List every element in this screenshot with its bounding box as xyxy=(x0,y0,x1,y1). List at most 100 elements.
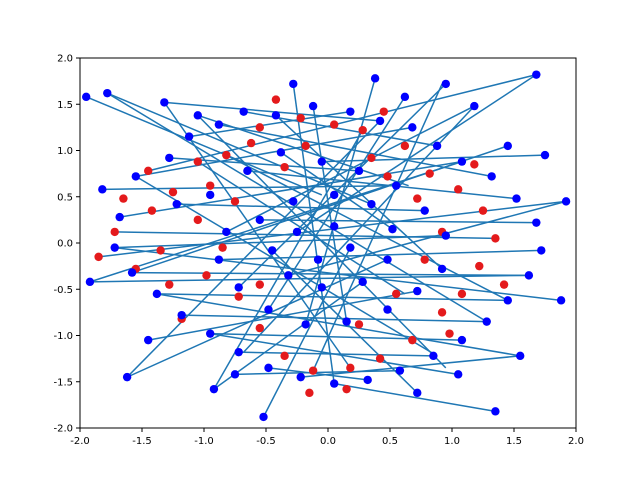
blue-point xyxy=(289,197,298,206)
line-segment xyxy=(210,332,459,376)
blue-point xyxy=(131,172,140,181)
blue-point xyxy=(234,347,243,357)
line-segments xyxy=(85,73,567,418)
red-point xyxy=(94,252,103,262)
line-segment xyxy=(89,274,529,283)
blue-point xyxy=(259,412,268,422)
line-segment xyxy=(213,129,364,390)
blue-point xyxy=(308,101,318,111)
red-point xyxy=(342,384,351,394)
red-point xyxy=(420,255,429,264)
line-segment xyxy=(288,200,567,277)
blue-point xyxy=(457,335,467,345)
blue-point xyxy=(561,197,571,206)
red-point xyxy=(346,363,355,373)
blue-point xyxy=(532,70,541,79)
red-point xyxy=(475,261,484,271)
blue-point xyxy=(429,351,438,361)
red-point xyxy=(230,197,240,206)
x-tick-label: -1.0 xyxy=(194,436,214,447)
red-point xyxy=(375,354,385,363)
blue-point xyxy=(346,243,355,252)
line-segment xyxy=(156,293,521,357)
blue-point xyxy=(292,227,302,237)
line-segment xyxy=(148,73,537,172)
red-point xyxy=(408,335,417,345)
blue-point xyxy=(264,305,273,314)
line-segment xyxy=(132,271,529,277)
y-tick-label: -2.0 xyxy=(53,424,73,435)
x-tick-label: 2.0 xyxy=(568,436,584,447)
y-tick-label: 0.5 xyxy=(57,192,73,203)
blue-point xyxy=(193,111,202,120)
blue-point xyxy=(264,363,273,373)
red-point xyxy=(271,95,281,104)
blue-point xyxy=(243,166,252,176)
y-tick-label: -0.5 xyxy=(53,285,73,296)
blue-point xyxy=(367,199,376,209)
blue-point xyxy=(239,107,248,116)
y-tick-label: -1.0 xyxy=(53,331,73,342)
blue-point xyxy=(556,296,566,305)
line-segment xyxy=(213,281,364,390)
blue-point xyxy=(330,190,339,200)
blue-point xyxy=(395,366,405,375)
blue-point xyxy=(152,289,162,299)
red-point xyxy=(454,185,463,194)
blue-point xyxy=(82,92,91,102)
blue-point xyxy=(289,79,298,89)
blue-point xyxy=(85,277,95,287)
red-point xyxy=(330,120,339,129)
red-point xyxy=(144,166,153,176)
blue-point xyxy=(144,335,153,345)
line-segment xyxy=(197,160,406,295)
red-point xyxy=(234,292,243,301)
line-segment xyxy=(225,105,475,233)
red-point xyxy=(110,227,119,237)
blue-point xyxy=(301,320,310,329)
blue-point xyxy=(346,107,355,116)
blue-point xyxy=(370,74,380,83)
x-tick-label: 0.5 xyxy=(382,436,398,447)
y-tick-label: -1.5 xyxy=(53,377,73,388)
red-point xyxy=(165,280,174,289)
red-point xyxy=(425,169,434,178)
red-point xyxy=(392,289,401,299)
red-point xyxy=(280,162,289,172)
blue-point xyxy=(313,255,323,264)
red-point xyxy=(470,160,479,169)
red-point xyxy=(445,329,454,338)
x-tick-label: -1.5 xyxy=(132,436,152,447)
blue-point xyxy=(441,231,450,240)
line-segment xyxy=(126,120,381,378)
red-point xyxy=(379,107,388,116)
blue-point xyxy=(222,227,231,237)
red-point xyxy=(246,138,256,148)
x-tick-label: -0.5 xyxy=(256,436,276,447)
red-point xyxy=(255,323,264,333)
red-point xyxy=(308,366,318,375)
blue-point xyxy=(296,372,305,382)
line-segment xyxy=(321,154,546,163)
red-point xyxy=(280,351,289,361)
line-segment xyxy=(197,114,409,187)
red-point xyxy=(147,206,157,215)
blue-point xyxy=(172,199,181,209)
line-segment xyxy=(89,160,463,283)
blue-point xyxy=(537,246,546,255)
red-point xyxy=(491,234,500,243)
blue-point xyxy=(392,181,401,190)
blue-point xyxy=(437,264,447,274)
red-point xyxy=(301,141,310,151)
red-point xyxy=(193,157,202,166)
line-segment xyxy=(114,231,496,240)
blue-point xyxy=(184,132,194,141)
blue-point xyxy=(330,222,339,231)
line-segment xyxy=(334,382,496,413)
blue-point xyxy=(383,305,392,314)
red-point xyxy=(478,206,488,215)
blue-point xyxy=(127,268,137,277)
blue-point xyxy=(388,224,397,234)
blue-point xyxy=(524,271,534,280)
red-point xyxy=(358,125,367,135)
